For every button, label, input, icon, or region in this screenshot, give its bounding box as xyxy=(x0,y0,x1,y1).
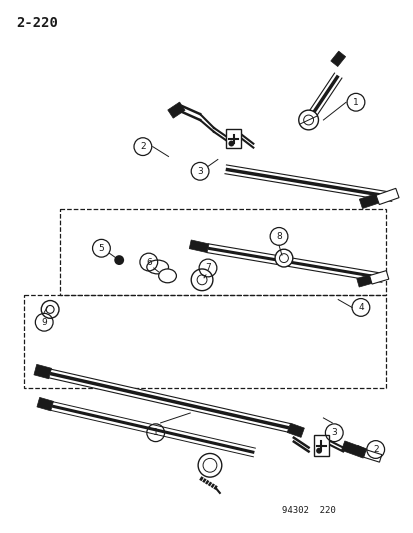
Polygon shape xyxy=(358,193,379,208)
Text: 8: 8 xyxy=(275,232,281,241)
Text: 3: 3 xyxy=(197,167,202,176)
Polygon shape xyxy=(34,365,51,379)
Text: 9: 9 xyxy=(41,318,47,327)
Circle shape xyxy=(228,141,234,147)
Polygon shape xyxy=(369,271,388,284)
Polygon shape xyxy=(49,369,289,432)
Polygon shape xyxy=(225,165,392,201)
Polygon shape xyxy=(189,240,209,253)
Circle shape xyxy=(274,249,292,267)
Polygon shape xyxy=(225,129,240,148)
Text: 2: 2 xyxy=(140,142,145,151)
Text: 94302  220: 94302 220 xyxy=(281,506,335,515)
Text: 1: 1 xyxy=(352,98,358,107)
Polygon shape xyxy=(287,423,304,438)
Polygon shape xyxy=(313,435,328,456)
Circle shape xyxy=(298,110,318,130)
Circle shape xyxy=(191,269,212,290)
Polygon shape xyxy=(375,188,398,205)
Text: 4: 4 xyxy=(357,303,363,312)
Polygon shape xyxy=(167,102,185,118)
Polygon shape xyxy=(330,51,345,67)
Ellipse shape xyxy=(158,269,176,283)
Text: 7: 7 xyxy=(204,263,210,272)
Circle shape xyxy=(41,301,59,318)
Circle shape xyxy=(114,255,124,265)
Text: 6: 6 xyxy=(145,257,151,266)
Text: 5: 5 xyxy=(98,244,104,253)
Text: 3: 3 xyxy=(330,428,336,437)
Text: 2-220: 2-220 xyxy=(17,17,58,30)
Polygon shape xyxy=(207,244,382,282)
Text: 1: 1 xyxy=(152,428,158,437)
Ellipse shape xyxy=(147,260,168,274)
Text: 2: 2 xyxy=(372,445,377,454)
Polygon shape xyxy=(304,73,341,123)
Polygon shape xyxy=(341,441,366,458)
Polygon shape xyxy=(51,402,255,457)
Polygon shape xyxy=(37,398,53,411)
Circle shape xyxy=(198,454,221,477)
Circle shape xyxy=(316,448,321,454)
Polygon shape xyxy=(363,450,381,462)
Polygon shape xyxy=(356,274,372,287)
